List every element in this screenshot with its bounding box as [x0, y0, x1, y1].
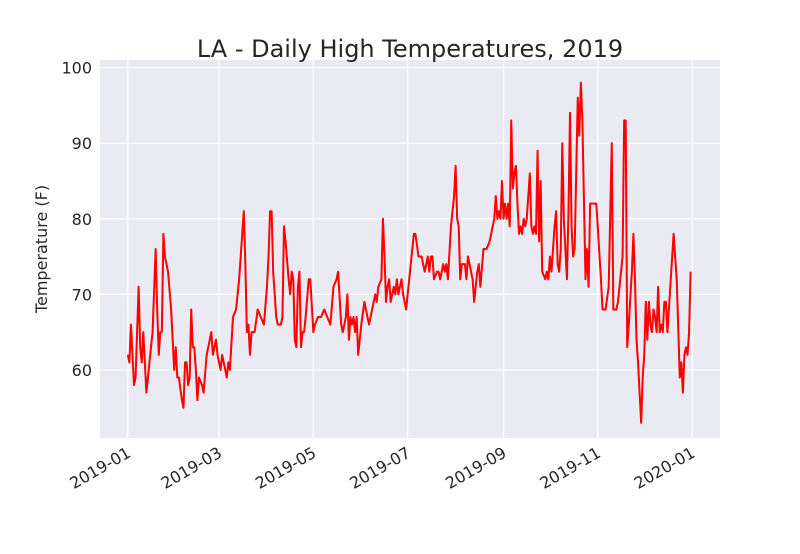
x-tick-label: 2019-11 [536, 443, 603, 493]
y-tick-label: 100 [61, 59, 92, 78]
y-tick-label: 90 [72, 134, 92, 153]
x-tick-label: 2019-05 [252, 443, 319, 493]
x-tick-label: 2020-01 [631, 443, 698, 493]
y-tick-label: 70 [72, 285, 92, 304]
x-tick-label: 2019-07 [346, 443, 413, 493]
plot-area [100, 60, 720, 438]
line [126, 81, 692, 424]
y-axis-label: Temperature (F) [32, 185, 51, 314]
y-tick-label: 60 [72, 361, 92, 380]
x-tick-label: 2019-01 [66, 443, 133, 493]
y-tick-label: 80 [72, 210, 92, 229]
x-tick-label: 2019-09 [442, 443, 509, 493]
x-tick-label: 2019-03 [158, 443, 225, 493]
chart-title: LA - Daily High Temperatures, 2019 [197, 35, 623, 63]
